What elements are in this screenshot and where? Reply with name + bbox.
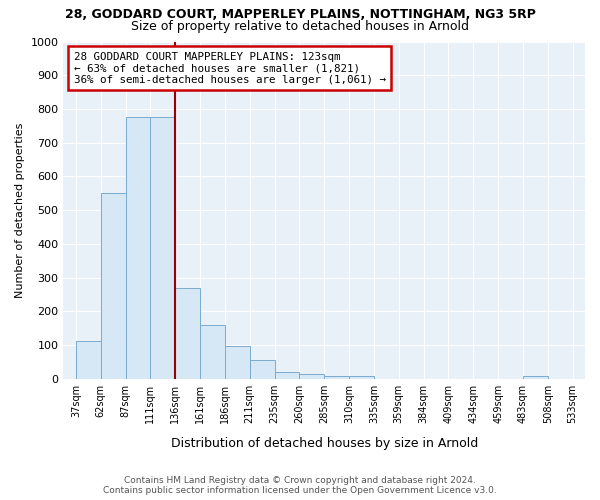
Bar (349, 376, 374, 379)
Bar (125, 118, 151, 379)
Bar (101, 194, 125, 379)
X-axis label: Distribution of detached houses by size in Arnold: Distribution of detached houses by size … (170, 437, 478, 450)
Text: 28 GODDARD COURT MAPPERLEY PLAINS: 123sqm
← 63% of detached houses are smaller (: 28 GODDARD COURT MAPPERLEY PLAINS: 123sq… (74, 52, 386, 85)
Text: Contains HM Land Registry data © Crown copyright and database right 2024.
Contai: Contains HM Land Registry data © Crown c… (103, 476, 497, 495)
Bar (523, 376, 548, 379)
Bar (200, 325, 225, 379)
Bar (324, 376, 349, 379)
Bar (151, 118, 175, 379)
Y-axis label: Number of detached properties: Number of detached properties (15, 122, 25, 298)
Bar (175, 288, 200, 379)
Text: Size of property relative to detached houses in Arnold: Size of property relative to detached ho… (131, 20, 469, 33)
Bar (275, 372, 299, 379)
Bar (250, 360, 275, 379)
Bar (76, 342, 101, 379)
Bar (225, 346, 250, 379)
Bar (299, 374, 324, 379)
Text: 28, GODDARD COURT, MAPPERLEY PLAINS, NOTTINGHAM, NG3 5RP: 28, GODDARD COURT, MAPPERLEY PLAINS, NOT… (65, 8, 535, 20)
